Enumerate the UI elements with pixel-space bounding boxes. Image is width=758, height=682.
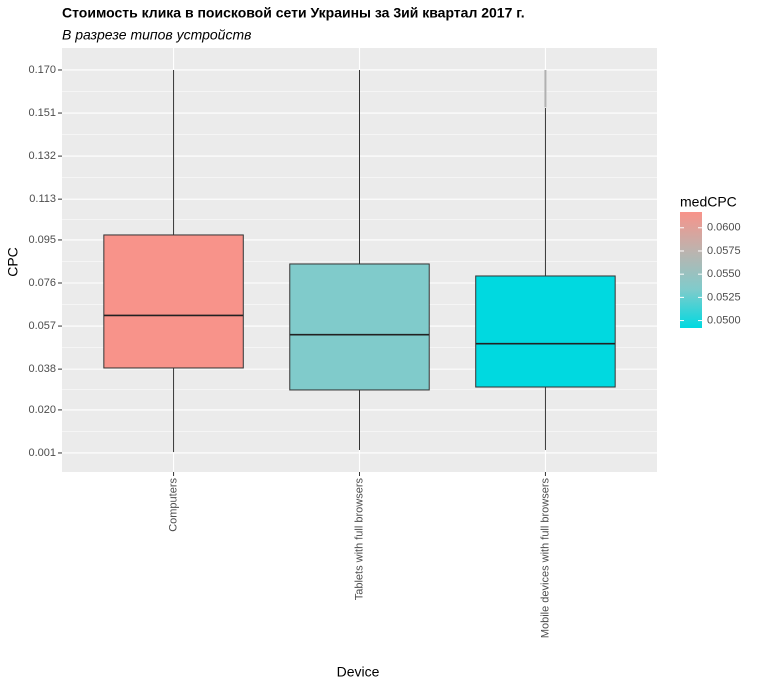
legend-title: medCPC <box>680 194 737 210</box>
legend-label: 0.0575 <box>707 245 741 257</box>
box <box>103 234 244 369</box>
x-axis-label: Device <box>337 664 380 680</box>
legend-label: 0.0525 <box>707 291 741 303</box>
y-axis-label: CPC <box>5 247 21 277</box>
chart-subtitle: В разрезе типов устройств <box>62 27 251 43</box>
y-tick-label: 0.113 <box>29 193 56 205</box>
colorbar <box>680 212 702 328</box>
x-tick-label: Computers <box>167 478 179 532</box>
y-tick-label: 0.038 <box>28 363 56 375</box>
y-tick-label: 0.076 <box>28 277 56 289</box>
legend-label: 0.0500 <box>707 314 741 326</box>
y-tick-label: 0.170 <box>28 64 56 76</box>
x-tick-label: Mobile devices with full browsers <box>539 478 551 639</box>
legend-label: 0.0600 <box>707 222 741 234</box>
box <box>475 275 616 388</box>
y-tick-label: 0.095 <box>28 234 56 246</box>
y-tick-label: 0.132 <box>28 150 56 162</box>
y-tick-label: 0.057 <box>28 320 56 332</box>
box <box>289 263 430 391</box>
legend-label: 0.0550 <box>707 268 741 280</box>
y-tick-label: 0.020 <box>28 404 56 416</box>
chart-title: Стоимость клика в поисковой сети Украины… <box>62 5 525 21</box>
x-tick-label: Tablets with full browsers <box>353 478 365 601</box>
y-tick-label: 0.001 <box>28 447 56 459</box>
y-tick-label: 0.151 <box>28 107 56 119</box>
